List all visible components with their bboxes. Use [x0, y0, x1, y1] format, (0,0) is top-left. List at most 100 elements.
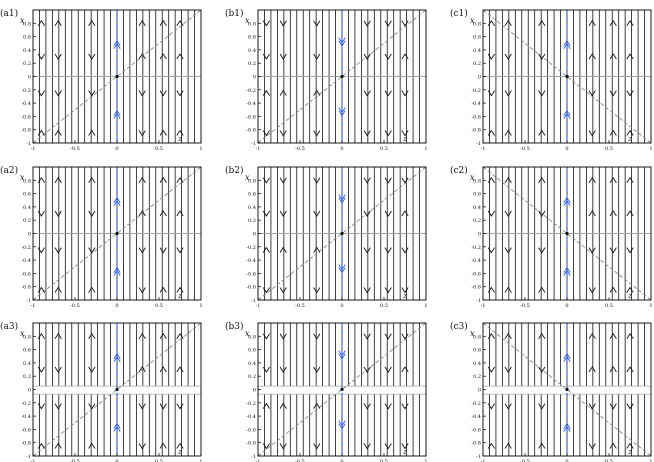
flow-arrow — [138, 210, 146, 217]
flow-arrow — [176, 210, 184, 217]
y-tick-label: -0.4 — [471, 258, 481, 264]
flow-arrow — [538, 366, 546, 373]
flow-arrow — [279, 130, 287, 137]
blue-arrow — [113, 269, 121, 276]
y-tick-label: 0.2 — [473, 374, 481, 380]
x-tick-label: 1 — [424, 459, 427, 462]
panel-label: (c3) — [450, 321, 468, 332]
panel-a1: (a1)x0.8 0.6 0.4 0.2 0 -0.2 -0.4 -0.6 -0.8 -1-1 -0… — [0, 8, 203, 152]
flow-arrow — [401, 90, 409, 97]
flow-arrow — [262, 130, 270, 137]
flow-arrow — [504, 442, 512, 449]
flow-arrow — [487, 442, 495, 449]
flow-arrow — [487, 286, 495, 293]
x-tick-label: 0 — [115, 146, 118, 152]
y-tick-label: 0.2 — [473, 218, 481, 224]
flow-arrow — [88, 210, 96, 217]
flow-arrow — [262, 443, 270, 450]
x-tick-label: 0 — [565, 303, 568, 309]
flow-arrow — [279, 210, 287, 217]
flow-arrow — [313, 130, 321, 137]
flow-arrow — [279, 177, 287, 184]
y-tick-label: -0.6 — [21, 271, 31, 277]
x-tick-label: -0.5 — [295, 459, 305, 462]
blue-arrow — [113, 266, 121, 273]
y-tick-label: -1 — [251, 454, 256, 460]
flow-arrow — [504, 19, 512, 27]
flow-arrow — [538, 19, 546, 27]
blue-arrow — [113, 196, 121, 203]
flow-arrow — [384, 90, 392, 97]
flow-arrow — [384, 210, 392, 217]
flow-arrow — [54, 176, 62, 184]
blue-arrow — [563, 39, 571, 46]
flow-arrow — [538, 403, 546, 410]
origin-dot — [565, 231, 569, 236]
y-tick-label: -1 — [26, 454, 31, 460]
flow-arrow — [363, 20, 371, 27]
x-tick-label: 0.5 — [605, 146, 613, 152]
flow-arrow — [626, 129, 634, 136]
flow-arrow — [159, 19, 167, 27]
y-tick-label: -0.6 — [246, 271, 256, 277]
flow-arrow — [279, 287, 287, 294]
blue-arrow — [563, 42, 571, 49]
blue-arrow — [563, 112, 571, 119]
x-axis-label: z — [402, 135, 407, 143]
flow-arrow — [626, 53, 634, 60]
y-tick-label: 0.2 — [248, 374, 256, 380]
y-tick-label: 0.4 — [23, 361, 31, 367]
flow-arrow — [313, 402, 321, 409]
flow-arrow — [363, 53, 371, 60]
x-axis-label: z — [177, 135, 182, 143]
flow-arrow — [626, 210, 634, 217]
flow-arrow — [588, 287, 596, 294]
x-tick-label: 0 — [565, 459, 568, 462]
y-tick-label: 0.8 — [23, 178, 31, 184]
y-tick-label: 0.4 — [23, 205, 31, 211]
flow-arrow — [626, 247, 634, 254]
y-tick-label: 0.4 — [23, 48, 31, 54]
flow-arrow — [363, 90, 371, 97]
flow-arrow — [401, 443, 409, 450]
blue-arrow — [563, 355, 571, 362]
x-tick-label: -1 — [481, 459, 486, 462]
flow-arrow — [176, 247, 184, 254]
flow-arrow — [487, 53, 495, 60]
flow-arrow — [262, 246, 270, 253]
flow-arrow — [363, 247, 371, 254]
flow-arrow — [384, 443, 392, 450]
flow-arrow — [609, 403, 617, 410]
flow-arrow — [538, 247, 546, 254]
flow-arrow — [626, 286, 634, 293]
y-tick-label: 0 — [478, 75, 481, 81]
flow-arrow — [54, 403, 62, 410]
flow-arrow — [279, 402, 287, 409]
flow-arrow — [504, 129, 512, 136]
y-tick-label: 0.2 — [248, 61, 256, 67]
flow-arrow — [262, 210, 270, 217]
blue-arrow — [113, 42, 121, 49]
flow-arrow — [138, 90, 146, 97]
flow-arrow — [363, 210, 371, 217]
panel-c1: (c1)x0.8 0.6 0.4 0.2 0 -0.2 -0.4 -0.6 -0.8 -1-1 -0… — [450, 8, 653, 152]
x-tick-label: 0 — [115, 459, 118, 462]
flow-arrow — [363, 130, 371, 137]
x-tick-label: -1 — [31, 303, 36, 309]
flow-arrow — [37, 210, 45, 217]
flow-arrow — [626, 19, 634, 27]
x-tick-label: -0.5 — [295, 146, 305, 152]
flow-arrow — [588, 19, 596, 27]
flow-arrow — [279, 20, 287, 27]
flow-arrow — [54, 129, 62, 136]
flow-arrow — [487, 176, 495, 184]
blue-arrow — [338, 107, 346, 114]
flow-arrow — [88, 176, 96, 184]
y-tick-label: 0.6 — [23, 35, 31, 41]
flow-arrow — [609, 53, 617, 60]
flow-arrow — [37, 442, 45, 449]
flow-arrow — [504, 90, 512, 97]
x-tick-label: 0.5 — [155, 459, 163, 462]
flow-arrow — [504, 210, 512, 217]
origin-dot — [565, 387, 569, 392]
